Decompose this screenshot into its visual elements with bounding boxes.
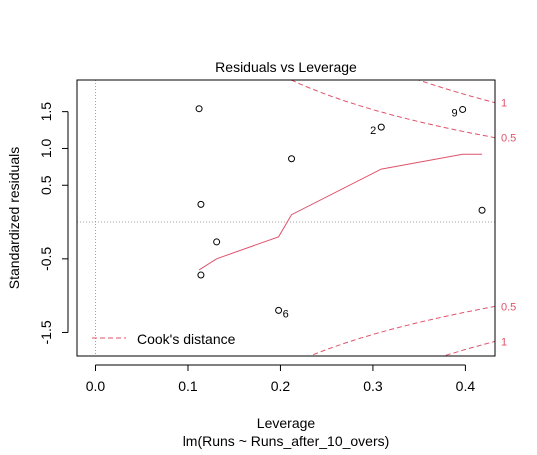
y-axis: -1.5 -0.5 0.5 1.0 1.5	[38, 102, 69, 345]
contour-labels: 0.5 0.5 1 1	[501, 98, 516, 349]
data-points: 6 2 9	[195, 105, 486, 320]
x-tick-label: 0.4	[456, 378, 476, 394]
y-tick-label: -1.5	[38, 320, 54, 344]
legend-label: Cook's distance	[137, 331, 236, 347]
legend: Cook's distance	[92, 331, 236, 347]
y-tick-label: 1.0	[38, 139, 54, 159]
reference-lines	[77, 80, 495, 356]
contour-label-1-lower: 1	[501, 336, 507, 348]
cooks-contour-0.5-lower	[308, 305, 495, 356]
x-tick-label: 0.1	[178, 378, 198, 394]
cooks-distance-contours	[289, 80, 495, 356]
data-point-3	[197, 271, 205, 279]
data-point-9	[478, 206, 486, 214]
smoother-line	[198, 153, 483, 271]
point-label-2: 2	[370, 125, 376, 137]
x-tick-label: 0.0	[86, 378, 106, 394]
x-axis-label: Leverage	[257, 415, 316, 431]
y-tick-label: -0.5	[38, 247, 54, 271]
plot-frame	[76, 79, 496, 357]
cooks-contour-0.5-upper	[289, 80, 495, 139]
contour-label-1-upper: 1	[501, 98, 507, 110]
data-point-8	[459, 105, 467, 113]
data-point-1	[195, 105, 203, 113]
data-point-6	[288, 155, 296, 163]
chart-subtitle: lm(Runs ~ Runs_after_10_overs)	[183, 433, 390, 449]
contour-label-0.5-upper: 0.5	[501, 133, 516, 145]
y-tick-label: 0.5	[38, 175, 54, 195]
x-tick-label: 0.2	[271, 378, 291, 394]
smoother-line-group	[198, 153, 483, 271]
point-label-9: 9	[452, 107, 458, 119]
x-tick-label: 0.3	[363, 378, 383, 394]
data-point-5	[275, 306, 283, 314]
point-label-6: 6	[283, 308, 289, 320]
contour-label-0.5-lower: 0.5	[501, 301, 516, 313]
data-point-2	[197, 200, 205, 208]
data-point-7	[377, 123, 385, 131]
y-axis-label: Standardized residuals	[6, 147, 22, 289]
x-axis: 0.0 0.1 0.2 0.3 0.4	[86, 364, 476, 394]
data-point-4	[213, 238, 221, 246]
y-tick-label: 1.5	[38, 102, 54, 122]
chart-title: Residuals vs Leverage	[215, 59, 357, 75]
